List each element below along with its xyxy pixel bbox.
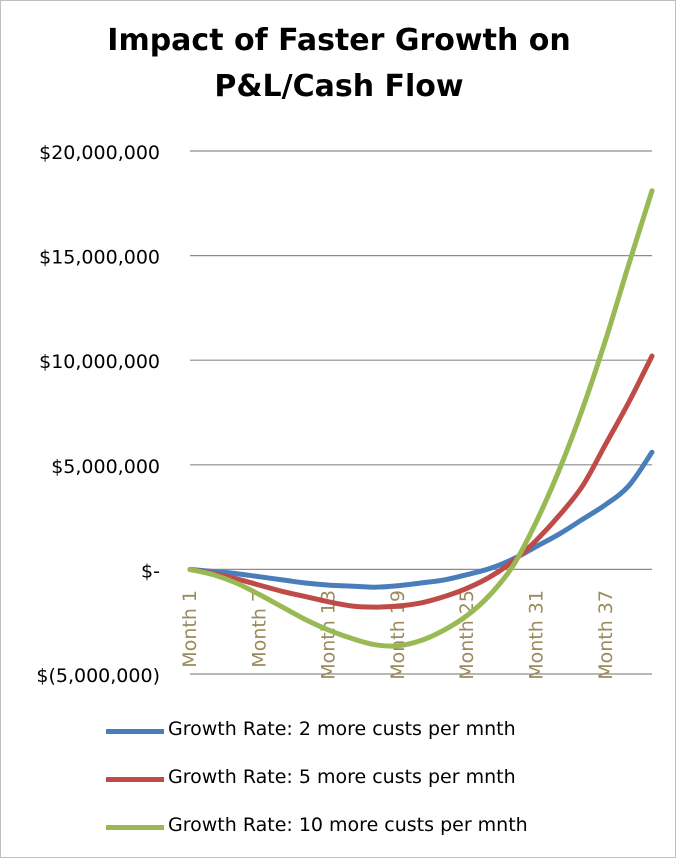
legend-swatch-blue (106, 729, 164, 734)
y-tick-label: $(5,000,000) (36, 665, 160, 687)
y-tick-label: $10,000,000 (39, 351, 160, 373)
x-tick-label: Month 37 (595, 590, 617, 680)
series-lines (187, 188, 655, 649)
legend-label: Growth Rate: 2 more custs per mnth (168, 718, 516, 740)
legend-swatch-green (106, 825, 164, 830)
y-tick-label: $- (141, 560, 160, 582)
x-tick-label: Month 7 (248, 590, 270, 668)
series-line-2-custs (187, 449, 655, 590)
gridlines (190, 150, 652, 675)
series-line-10-custs (187, 188, 655, 649)
y-tick-label: $15,000,000 (39, 247, 160, 269)
x-tick-label: Month 19 (387, 590, 409, 680)
chart-title: Impact of Faster Growth on P&L/Cash Flow (0, 18, 678, 110)
x-axis-tick-labels: Month 1 Month 7 Month 13 Month 19 Month 25 Mo… (179, 590, 617, 680)
x-tick-label: Month 25 (456, 590, 478, 680)
line-chart: $20,000,000 $15,000,000 $10,000,000 $5,000,… (36, 142, 655, 687)
legend-label: Growth Rate: 5 more custs per mnth (168, 766, 516, 788)
y-tick-label: $20,000,000 (39, 142, 160, 164)
series-line-5-custs (187, 353, 655, 610)
y-tick-label: $5,000,000 (51, 456, 160, 478)
legend-swatch-red (106, 777, 164, 782)
chart-title-line-1: Impact of Faster Growth on (107, 23, 571, 58)
y-axis-tick-labels: $20,000,000 $15,000,000 $10,000,000 $5,000,… (36, 142, 160, 687)
legend-label: Growth Rate: 10 more custs per mnth (168, 814, 528, 836)
x-tick-label: Month 1 (179, 590, 201, 668)
x-tick-label: Month 31 (526, 590, 548, 680)
x-tick-label: Month 13 (318, 590, 340, 680)
chart-title-line-2: P&L/Cash Flow (214, 69, 464, 104)
